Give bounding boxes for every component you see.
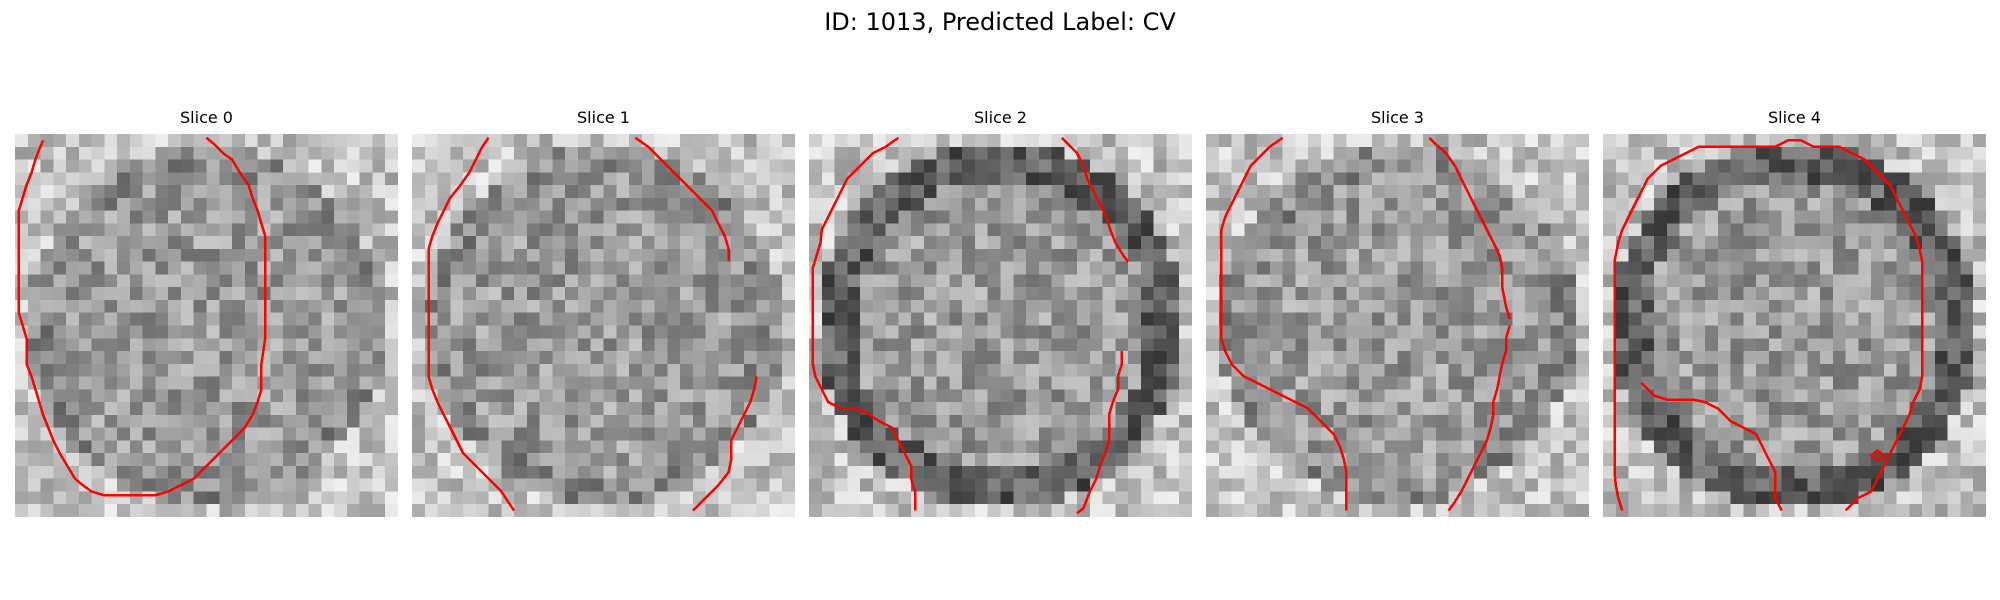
slice-image-0 (15, 134, 398, 517)
segmentation-contour-1-1 (634, 136, 730, 262)
slice-title-4: Slice 4 (1768, 108, 1821, 127)
slice-panel-0: Slice 0 (15, 108, 398, 518)
slice-raster-3 (1206, 134, 1589, 517)
slice-image-4 (1603, 134, 1986, 517)
slice-title-1: Slice 1 (577, 108, 630, 127)
slice-title-2: Slice 2 (974, 108, 1027, 127)
slice-raster-4 (1603, 134, 1986, 517)
segmentation-contour-2-0 (811, 136, 917, 511)
segmentation-contour-2-1 (1060, 136, 1130, 263)
slice-panel-2: Slice 2 (809, 108, 1192, 518)
segmentation-contour-4-0 (1613, 139, 1924, 511)
slice-title-0: Slice 0 (180, 108, 233, 127)
slice-panel-4: Slice 4 (1603, 108, 1986, 518)
segmentation-contour-4-2 (1844, 401, 1915, 512)
slice-panel-3: Slice 3 (1206, 108, 1589, 518)
slice-image-3 (1206, 134, 1589, 517)
segmentation-contour-3-1 (1428, 136, 1511, 320)
segmentation-contour-2-2 (1076, 351, 1124, 515)
slice-image-2 (809, 134, 1192, 517)
segmentation-contour-4-1 (1640, 382, 1783, 512)
segmentation-contour-3-0 (1220, 136, 1348, 511)
segmentation-marker-4 (1869, 449, 1886, 463)
figure-title: ID: 1013, Predicted Label: CV (824, 8, 1176, 36)
slice-raster-2 (809, 134, 1192, 517)
slice-raster-1 (412, 134, 795, 517)
segmentation-contour-1-2 (692, 376, 758, 512)
segmentation-contour-3-2 (1447, 325, 1511, 512)
slice-title-3: Slice 3 (1371, 108, 1424, 127)
slice-raster-0 (15, 134, 398, 517)
segmentation-contour-0-0 (17, 136, 267, 497)
segmentation-contour-1-0 (427, 137, 516, 512)
slice-panel-1: Slice 1 (412, 108, 795, 518)
slice-image-1 (412, 134, 795, 517)
